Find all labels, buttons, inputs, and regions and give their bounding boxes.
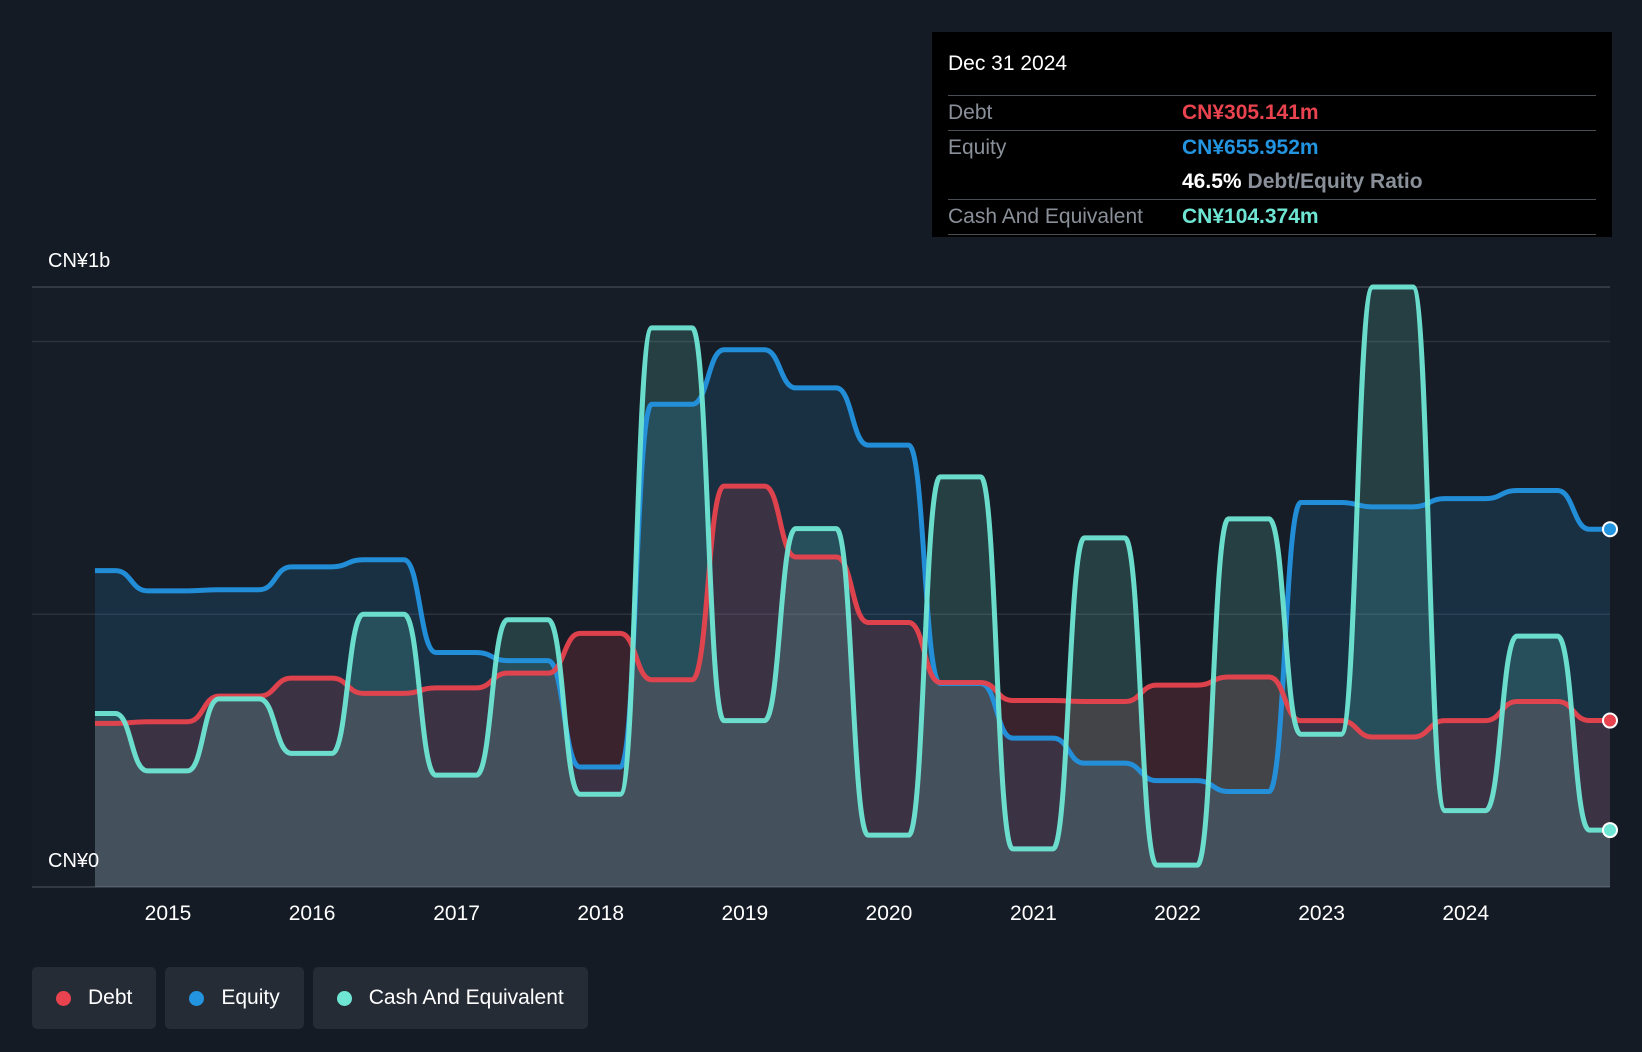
cash-and-equivalent-end-marker bbox=[1602, 822, 1618, 839]
line-layer bbox=[94, 284, 1618, 868]
y-axis-max-label: CN¥1b bbox=[48, 250, 111, 272]
debt-end-marker bbox=[1602, 712, 1618, 729]
x-tick-label: 2024 bbox=[1442, 902, 1489, 925]
tooltip-ratio-value: 46.5% bbox=[1182, 170, 1242, 193]
x-tick-label: 2021 bbox=[1010, 902, 1057, 925]
tooltip-debt-label: Debt bbox=[948, 101, 993, 124]
legend-cash-label: Cash And Equivalent bbox=[368, 986, 564, 1009]
tooltip-cash-row: Cash And Equivalent CN¥104.374m bbox=[948, 200, 1596, 235]
legend-item-cash[interactable]: Cash And Equivalent bbox=[312, 967, 588, 1029]
tooltip-debt-row: Debt CN¥305.141m bbox=[948, 96, 1596, 131]
cash-and-equivalent-line bbox=[94, 284, 1610, 868]
legend-item-equity[interactable]: Equity bbox=[165, 967, 304, 1029]
tooltip-cash-label: Cash And Equivalent bbox=[948, 205, 1143, 228]
tooltip-panel: Dec 31 2024 Debt CN¥305.141m Equity CN¥6… bbox=[932, 32, 1612, 237]
grid-layer bbox=[32, 286, 1610, 888]
tooltip-equity-row: Equity CN¥655.952m bbox=[948, 131, 1596, 165]
x-tick-label: 2016 bbox=[289, 902, 336, 925]
equity-line bbox=[94, 347, 1610, 795]
tooltip-date: Dec 31 2024 bbox=[948, 46, 1596, 96]
cash-dot-icon bbox=[336, 990, 352, 1006]
legend-debt-label: Debt bbox=[88, 986, 133, 1009]
tooltip-debt-value: CN¥305.141m bbox=[1182, 101, 1319, 124]
x-tick-label: 2020 bbox=[866, 902, 913, 925]
x-tick-label: 2017 bbox=[433, 902, 480, 925]
legend-item-debt[interactable]: Debt bbox=[32, 967, 157, 1029]
x-axis-ticks: 2015 2016 2017 2018 2019 2020 2021 2022 2023 2024 bbox=[145, 902, 1490, 925]
x-tick-label: 2022 bbox=[1154, 902, 1201, 925]
tooltip-equity-value: CN¥655.952m bbox=[1182, 136, 1319, 159]
equity-area bbox=[94, 349, 1610, 887]
legend: Debt Equity Cash And Equivalent bbox=[32, 967, 588, 1029]
cash-and-equivalent-area bbox=[94, 287, 1610, 887]
legend-equity-label: Equity bbox=[221, 986, 280, 1009]
x-tick-label: 2015 bbox=[145, 902, 192, 925]
equity-dot-icon bbox=[189, 990, 205, 1006]
tooltip-ratio-label: Debt/Equity Ratio bbox=[1247, 170, 1423, 193]
y-axis-min-label: CN¥0 bbox=[48, 850, 100, 872]
x-tick-label: 2023 bbox=[1298, 902, 1345, 925]
equity-end-marker bbox=[1602, 521, 1618, 538]
tooltip-cash-value: CN¥104.374m bbox=[1182, 205, 1319, 228]
x-tick-label: 2018 bbox=[577, 902, 624, 925]
tooltip-ratio-row: 46.5% Debt/Equity Ratio bbox=[948, 165, 1596, 200]
debt-dot-icon bbox=[56, 990, 71, 1006]
x-tick-label: 2019 bbox=[721, 902, 768, 925]
tooltip-equity-label: Equity bbox=[948, 136, 1007, 159]
